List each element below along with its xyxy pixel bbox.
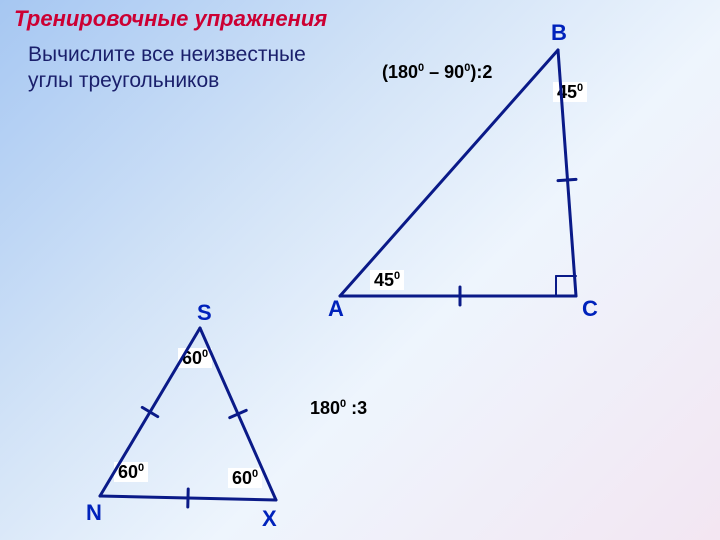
equilateral-triangle xyxy=(100,328,276,507)
diagram-svg xyxy=(0,0,720,540)
right-triangle xyxy=(340,50,576,305)
